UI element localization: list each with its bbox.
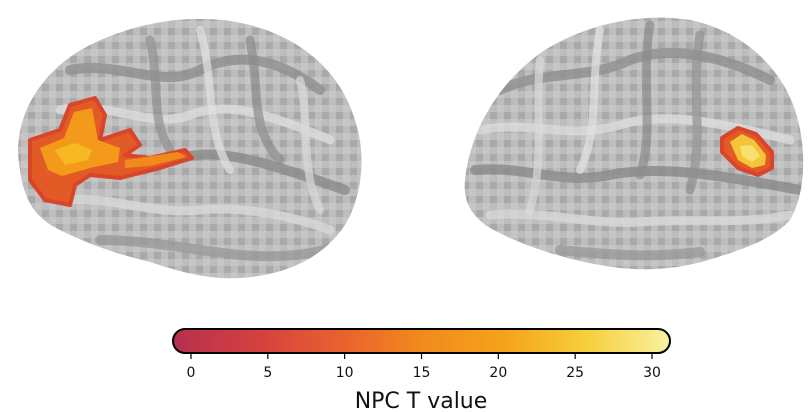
colorbar-tick-label: 10 — [336, 365, 354, 381]
left-activation-cluster — [28, 96, 194, 207]
colorbar-tick-label: 0 — [187, 365, 196, 381]
colorbar-ticks: 0 5 10 15 20 25 30 — [187, 353, 661, 381]
right-gyri — [470, 20, 804, 261]
colorbar-tick-label: 15 — [413, 365, 431, 381]
colorbar-title: NPC T value — [355, 389, 488, 412]
colorbar-bar — [172, 328, 671, 354]
left-hemisphere — [18, 18, 362, 279]
right-hemisphere — [464, 17, 804, 270]
colorbar-tick-label: 5 — [263, 365, 272, 381]
colorbar-tick-label: 20 — [489, 365, 507, 381]
right-activation-cluster — [720, 126, 774, 177]
colorbar-tick-label: 25 — [566, 365, 584, 381]
colorbar: 0 5 10 15 20 25 30 NPC T value — [172, 328, 671, 412]
colorbar-tick-label: 30 — [643, 365, 661, 381]
